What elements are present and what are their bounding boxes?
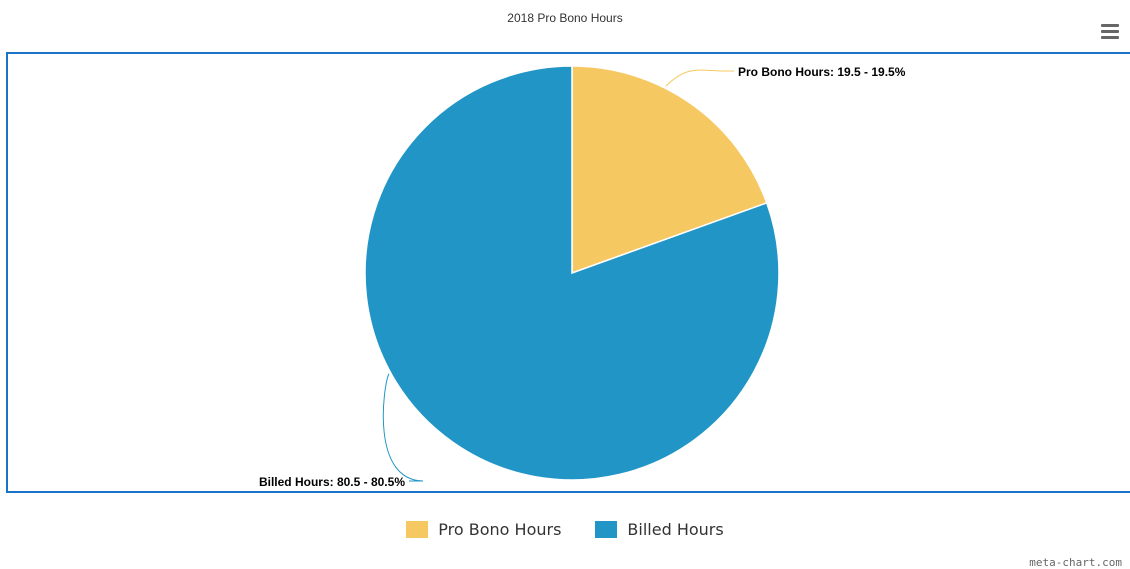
pie-slice-billed-hours[interactable]	[364, 65, 780, 481]
connector-line-billed-hours	[382, 373, 424, 482]
legend-swatch-pro-bono	[406, 521, 429, 538]
chart-title: 2018 Pro Bono Hours	[507, 11, 623, 25]
credit-text[interactable]: meta-chart.com	[1029, 556, 1122, 569]
legend-label-pro-bono: Pro Bono Hours	[438, 520, 562, 539]
data-label-pro-bono-hours: Pro Bono Hours: 19.5 - 19.5%	[738, 65, 906, 79]
legend-swatch-billed	[595, 521, 618, 538]
connector-line-pro-bono-hours	[665, 69, 734, 87]
legend-label-billed: Billed Hours	[627, 520, 724, 539]
data-label-billed-hours: Billed Hours: 80.5 - 80.5%	[259, 475, 405, 489]
legend-item-pro-bono[interactable]: Pro Bono Hours	[406, 520, 561, 539]
legend: Pro Bono Hours Billed Hours	[0, 520, 1130, 539]
pie-slice-pro-bono-hours[interactable]	[571, 65, 768, 275]
hamburger-menu-icon[interactable]	[1101, 22, 1121, 40]
legend-item-billed[interactable]: Billed Hours	[595, 520, 724, 539]
plot-area-frame	[6, 52, 1130, 493]
